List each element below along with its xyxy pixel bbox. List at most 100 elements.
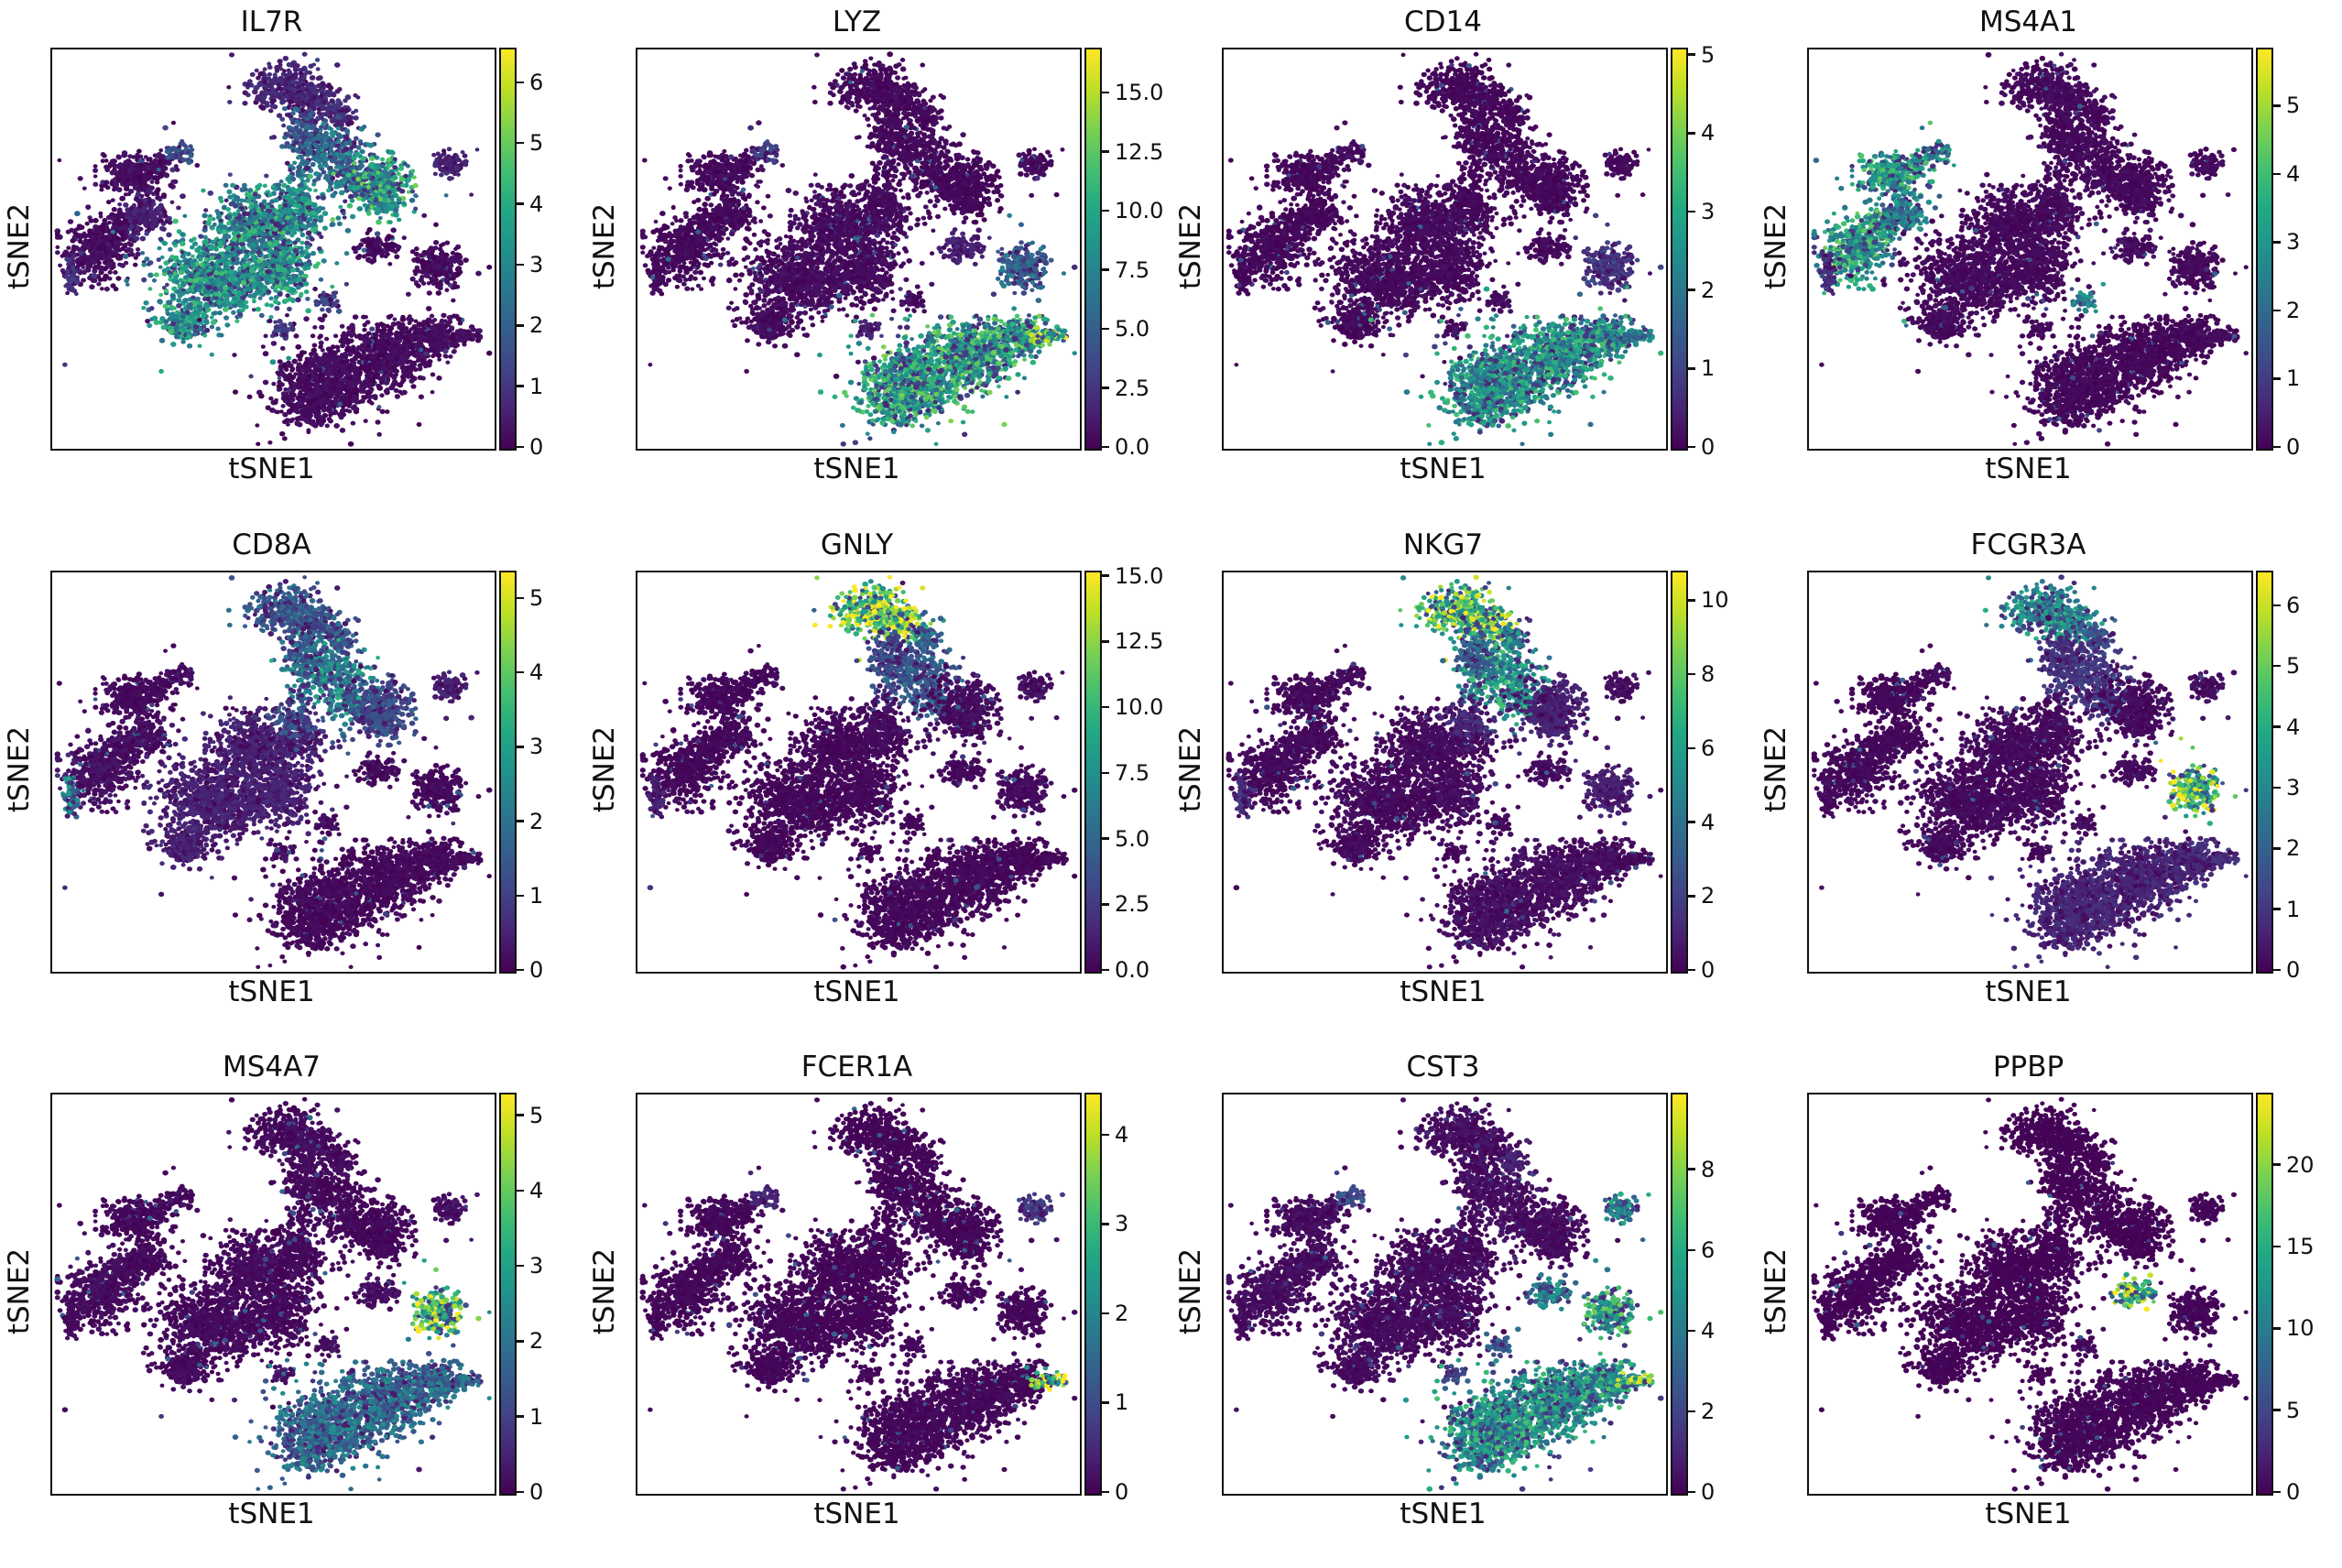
- colorbar-tick-label: 0: [1701, 1479, 1716, 1505]
- colorbar-tick: [517, 385, 524, 387]
- colorbar-tick-label: 12.5: [1115, 628, 1164, 655]
- colorbar-tick: [517, 894, 524, 898]
- colorbar-tick-label: 1: [1115, 1389, 1129, 1416]
- expression-colorbar: [1671, 571, 1688, 974]
- expression-colorbar: [499, 48, 517, 451]
- plot-area: [1222, 1093, 1668, 1496]
- colorbar-tick-label: 3: [529, 1253, 544, 1279]
- x-axis-label: tSNE1: [813, 975, 900, 1008]
- colorbar-tick-label: 4: [529, 659, 544, 686]
- colorbar-tick-label: 0: [2286, 1479, 2301, 1505]
- colorbar-tick-label: 15: [2286, 1233, 2315, 1259]
- panel-title: MS4A1: [1978, 5, 2078, 38]
- colorbar-tick: [1102, 150, 1109, 153]
- tsne-scatter-canvas: [52, 1094, 495, 1494]
- colorbar-tick: [1102, 268, 1109, 271]
- colorbar-tick: [2273, 786, 2281, 789]
- tsne-scatter-canvas: [1224, 49, 1666, 449]
- colorbar-tick: [1102, 705, 1109, 709]
- colorbar-tick-label: 5: [529, 130, 544, 157]
- y-axis-label: tSNE2: [1759, 1247, 1792, 1335]
- tsne-panel-gnly: GNLY tSNE2 tSNE1 0.0 2.5 5.0 7.5 10.0 12.5 15.…: [585, 523, 1171, 1046]
- tsne-scatter-canvas: [1809, 572, 2251, 972]
- colorbar-tick: [1102, 387, 1109, 389]
- colorbar-tick: [1688, 53, 1695, 56]
- colorbar-tick-label: 5: [529, 585, 544, 612]
- x-axis-label: tSNE1: [1985, 452, 2072, 485]
- tsne-scatter-canvas: [1809, 1094, 2251, 1494]
- expression-colorbar: [2256, 48, 2273, 451]
- colorbar-tick-label: 3: [2286, 774, 2301, 800]
- y-axis-label: tSNE2: [1759, 202, 1792, 290]
- colorbar-tick-label: 10.0: [1115, 198, 1164, 223]
- colorbar-tick-label: 2: [2286, 297, 2301, 323]
- x-axis-label: tSNE1: [228, 975, 315, 1008]
- colorbar-tick: [1688, 1410, 1695, 1413]
- plot-area: [1222, 571, 1668, 974]
- colorbar-tick: [1688, 1490, 1695, 1494]
- colorbar-tick: [2273, 1490, 2281, 1494]
- plot-area: [636, 571, 1082, 974]
- colorbar-tick-label: 5.0: [1115, 316, 1150, 342]
- colorbar-tick: [1102, 1490, 1109, 1494]
- colorbar-tick: [2273, 725, 2281, 728]
- colorbar-tick-label: 2: [1701, 1398, 1716, 1424]
- colorbar-tick: [1688, 289, 1695, 291]
- colorbar-tick: [2273, 1245, 2281, 1248]
- colorbar-tick: [517, 820, 524, 822]
- colorbar-tick-label: 0.0: [1115, 434, 1150, 460]
- colorbar-tick: [517, 141, 524, 145]
- colorbar-tick-label: 1: [529, 373, 544, 399]
- colorbar-tick: [2273, 908, 2281, 910]
- colorbar-tick: [517, 445, 524, 449]
- colorbar-tick: [517, 324, 524, 327]
- colorbar-tick-label: 2: [1701, 883, 1716, 909]
- tsne-scatter-canvas: [1809, 49, 2251, 449]
- colorbar-tick: [517, 1114, 524, 1116]
- tsne-panel-cd8a: CD8A tSNE2 tSNE1 0 1 2 3 4 5: [0, 523, 585, 1046]
- colorbar-tick: [1102, 903, 1109, 906]
- colorbar-tick: [2273, 1163, 2281, 1166]
- y-axis-label: tSNE2: [1759, 725, 1792, 813]
- tsne-panel-ms4a7: MS4A7 tSNE2 tSNE1 0 1 2 3 4 5: [0, 1045, 585, 1568]
- panel-title: CD14: [1404, 5, 1482, 38]
- colorbar-tick: [2273, 241, 2281, 244]
- colorbar-tick-label: 5: [529, 1102, 544, 1128]
- colorbar-tick: [1102, 209, 1109, 212]
- colorbar-tick-label: 5: [2286, 93, 2301, 119]
- colorbar-tick: [1688, 746, 1695, 750]
- plot-area: [1807, 48, 2253, 451]
- colorbar-tick: [1102, 574, 1109, 577]
- colorbar-tick-label: 1: [529, 1403, 544, 1430]
- colorbar-tick-label: 5.0: [1115, 825, 1150, 852]
- x-axis-label: tSNE1: [1985, 1497, 2072, 1530]
- colorbar-tick: [1688, 1248, 1695, 1251]
- colorbar-tick-label: 15.0: [1115, 80, 1164, 106]
- colorbar-tick: [517, 263, 524, 267]
- colorbar-tick: [1688, 1168, 1695, 1171]
- colorbar-tick: [517, 1415, 524, 1418]
- colorbar-tick-label: 1: [2286, 896, 2301, 922]
- expression-colorbar: [1671, 48, 1688, 451]
- colorbar-tick-label: 4: [529, 1177, 544, 1203]
- x-axis-label: tSNE1: [813, 1497, 900, 1530]
- colorbar-tick: [1102, 771, 1109, 775]
- colorbar-tick: [517, 202, 524, 205]
- colorbar-tick: [1102, 1312, 1109, 1315]
- panel-title: LYZ: [832, 5, 882, 38]
- x-axis-label: tSNE1: [228, 1497, 315, 1530]
- colorbar-tick-label: 12.5: [1115, 138, 1164, 165]
- colorbar-tick-label: 4: [2286, 160, 2301, 187]
- tsne-scatter-canvas: [637, 1094, 1080, 1494]
- colorbar-tick-label: 20: [2286, 1151, 2315, 1178]
- panel-title: CD8A: [232, 528, 311, 561]
- colorbar-tick-label: 0: [2286, 434, 2301, 460]
- y-axis-label: tSNE2: [3, 202, 36, 290]
- plot-area: [50, 571, 496, 974]
- colorbar-tick: [2273, 1327, 2281, 1330]
- tsne-panel-cd14: CD14 tSNE2 tSNE1 0 1 2 3 4 5: [1171, 0, 1757, 523]
- panel-title: FCGR3A: [1970, 528, 2086, 561]
- colorbar-tick: [1688, 445, 1695, 449]
- colorbar-tick: [1102, 1401, 1109, 1404]
- colorbar-tick-label: 0: [1701, 434, 1716, 460]
